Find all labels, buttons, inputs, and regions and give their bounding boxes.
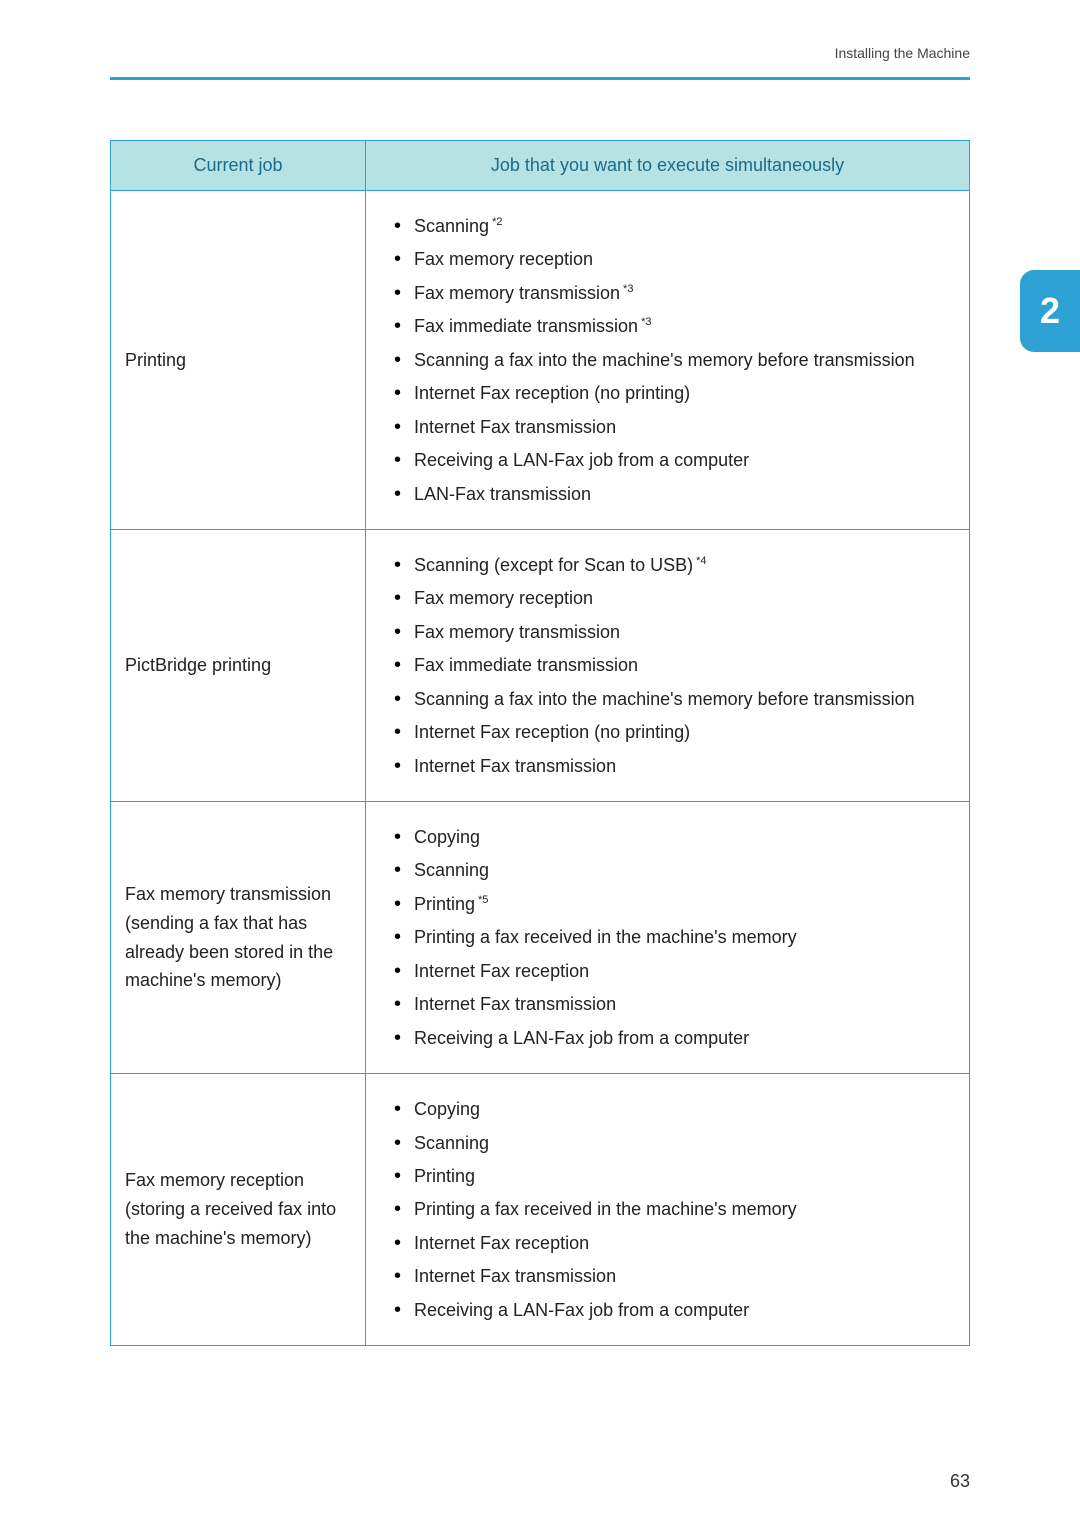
- current-job-cell: Fax memory transmission (sending a fax t…: [111, 802, 366, 1074]
- list-item: Internet Fax transmission: [394, 990, 969, 1018]
- current-job-cell: PictBridge printing: [111, 529, 366, 801]
- list-item: Scanning a fax into the machine's memory…: [394, 346, 969, 374]
- list-item: Internet Fax reception (no printing): [394, 379, 969, 407]
- list-item: Fax memory transmission: [394, 618, 969, 646]
- job-text: Internet Fax transmission: [414, 756, 616, 776]
- list-item: Scanning: [394, 856, 969, 884]
- job-text: Internet Fax reception (no printing): [414, 383, 690, 403]
- job-text: Internet Fax reception: [414, 1233, 589, 1253]
- job-text: Receiving a LAN-Fax job from a computer: [414, 1300, 749, 1320]
- job-text: Scanning: [414, 860, 489, 880]
- list-item: Fax memory reception: [394, 245, 969, 273]
- job-text: Scanning: [414, 216, 489, 236]
- list-item: Internet Fax reception: [394, 957, 969, 985]
- table-row: Fax memory transmission (sending a fax t…: [111, 802, 970, 1074]
- table-row: Fax memory reception (storing a received…: [111, 1074, 970, 1346]
- job-text: Internet Fax transmission: [414, 994, 616, 1014]
- job-list: Copying Scanning Printing Printing a fax re…: [366, 1078, 969, 1341]
- current-job-cell: Fax memory reception (storing a received…: [111, 1074, 366, 1346]
- list-item: Receiving a LAN-Fax job from a computer: [394, 446, 969, 474]
- list-item: Printing: [394, 1162, 969, 1190]
- list-item: Internet Fax transmission: [394, 752, 969, 780]
- job-text: Fax memory reception: [414, 249, 593, 269]
- job-text: Printing: [414, 1166, 475, 1186]
- simultaneous-jobs-cell: Copying Scanning Printing*5 Printing a fax …: [366, 802, 970, 1074]
- th-simultaneous-job: Job that you want to execute simultaneou…: [366, 141, 970, 191]
- content-area: Current job Job that you want to execute…: [110, 140, 970, 1346]
- footnote-ref: *2: [492, 216, 502, 228]
- list-item: Scanning: [394, 1129, 969, 1157]
- job-text: Scanning a fax into the machine's memory…: [414, 350, 915, 370]
- simultaneous-jobs-cell: Copying Scanning Printing Printing a fax re…: [366, 1074, 970, 1346]
- job-text: Fax immediate transmission: [414, 655, 638, 675]
- job-text: Receiving a LAN-Fax job from a computer: [414, 1028, 749, 1048]
- job-text: Internet Fax transmission: [414, 417, 616, 437]
- chapter-tab: 2: [1020, 270, 1080, 352]
- list-item: Copying: [394, 1095, 969, 1123]
- simultaneous-jobs-cell: Scanning (except for Scan to USB)*4 Fax m…: [366, 529, 970, 801]
- job-text: Internet Fax reception: [414, 961, 589, 981]
- list-item: Internet Fax transmission: [394, 1262, 969, 1290]
- list-item: Internet Fax reception: [394, 1229, 969, 1257]
- list-item: Scanning a fax into the machine's memory…: [394, 685, 969, 713]
- job-text: Scanning a fax into the machine's memory…: [414, 689, 915, 709]
- job-text: Fax immediate transmission: [414, 316, 638, 336]
- job-text: Scanning (except for Scan to USB): [414, 555, 693, 575]
- list-item: Fax memory reception: [394, 584, 969, 612]
- list-item: Scanning (except for Scan to USB)*4: [394, 551, 969, 579]
- jobs-table: Current job Job that you want to execute…: [110, 140, 970, 1346]
- job-text: Fax memory transmission: [414, 622, 620, 642]
- list-item: Fax memory transmission*3: [394, 279, 969, 307]
- list-item: LAN-Fax transmission: [394, 480, 969, 508]
- job-list: Scanning (except for Scan to USB)*4 Fax m…: [366, 534, 969, 797]
- table-row: Printing Scanning*2 Fax memory reception Fa…: [111, 191, 970, 530]
- job-text: Fax memory reception: [414, 588, 593, 608]
- list-item: Fax immediate transmission*3: [394, 312, 969, 340]
- job-text: Copying: [414, 827, 480, 847]
- job-text: LAN-Fax transmission: [414, 484, 591, 504]
- job-text: Internet Fax transmission: [414, 1266, 616, 1286]
- list-item: Scanning*2: [394, 212, 969, 240]
- th-current-job: Current job: [111, 141, 366, 191]
- job-text: Fax memory transmission: [414, 283, 620, 303]
- list-item: Receiving a LAN-Fax job from a computer: [394, 1024, 969, 1052]
- footnote-ref: *5: [478, 894, 488, 906]
- job-text: Printing a fax received in the machine's…: [414, 1199, 797, 1219]
- footnote-ref: *4: [696, 555, 706, 567]
- list-item: Internet Fax transmission: [394, 413, 969, 441]
- list-item: Printing a fax received in the machine's…: [394, 1195, 969, 1223]
- footnote-ref: *3: [623, 283, 633, 295]
- footnote-ref: *3: [641, 316, 651, 328]
- job-text: Printing a fax received in the machine's…: [414, 927, 797, 947]
- list-item: Receiving a LAN-Fax job from a computer: [394, 1296, 969, 1324]
- list-item: Printing a fax received in the machine's…: [394, 923, 969, 951]
- list-item: Printing*5: [394, 890, 969, 918]
- job-text: Scanning: [414, 1133, 489, 1153]
- job-list: Copying Scanning Printing*5 Printing a fax …: [366, 806, 969, 1069]
- simultaneous-jobs-cell: Scanning*2 Fax memory reception Fax memory…: [366, 191, 970, 530]
- job-list: Scanning*2 Fax memory reception Fax memory…: [366, 195, 969, 525]
- page-header-text: Installing the Machine: [835, 45, 970, 61]
- list-item: Copying: [394, 823, 969, 851]
- page-number: 63: [950, 1471, 970, 1492]
- job-text: Internet Fax reception (no printing): [414, 722, 690, 742]
- job-text: Copying: [414, 1099, 480, 1119]
- job-text: Printing: [414, 894, 475, 914]
- job-text: Receiving a LAN-Fax job from a computer: [414, 450, 749, 470]
- current-job-cell: Printing: [111, 191, 366, 530]
- header-rule: [110, 77, 970, 80]
- list-item: Internet Fax reception (no printing): [394, 718, 969, 746]
- list-item: Fax immediate transmission: [394, 651, 969, 679]
- table-row: PictBridge printingScanning (except for …: [111, 529, 970, 801]
